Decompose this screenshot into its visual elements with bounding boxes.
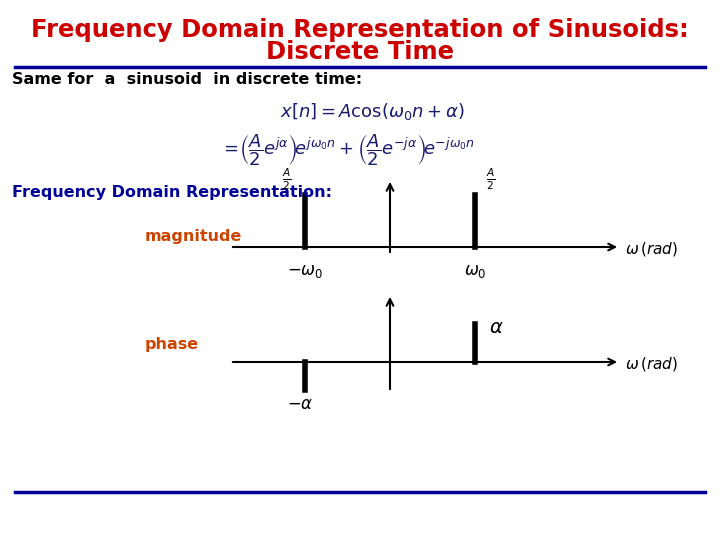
Text: Same for  a  sinusoid  in discrete time:: Same for a sinusoid in discrete time: [12, 72, 362, 87]
Text: $-\omega_0$: $-\omega_0$ [287, 263, 323, 280]
Text: $\frac{A}{2}$: $\frac{A}{2}$ [282, 166, 292, 192]
Text: $\omega\,(rad)$: $\omega\,(rad)$ [625, 355, 678, 373]
Text: Frequency Domain Representation of Sinusoids:: Frequency Domain Representation of Sinus… [31, 18, 689, 42]
Text: $\alpha$: $\alpha$ [489, 319, 503, 337]
Text: $\omega_0$: $\omega_0$ [464, 263, 486, 280]
Text: $\frac{A}{2}$: $\frac{A}{2}$ [486, 166, 496, 192]
Text: $-\alpha$: $-\alpha$ [287, 396, 313, 413]
Text: Frequency Domain Representation:: Frequency Domain Representation: [12, 185, 332, 199]
Text: $=\!\left(\dfrac{A}{2}e^{j\alpha}\right)\!e^{j\omega_0 n}+\left(\dfrac{A}{2}e^{-: $=\!\left(\dfrac{A}{2}e^{j\alpha}\right)… [220, 132, 474, 168]
Text: $x[n] = A\cos(\omega_0 n+\alpha)$: $x[n] = A\cos(\omega_0 n+\alpha)$ [280, 102, 464, 123]
Text: $\omega\,(rad)$: $\omega\,(rad)$ [625, 240, 678, 258]
Text: magnitude: magnitude [145, 230, 243, 245]
Text: phase: phase [145, 336, 199, 352]
Text: Discrete Time: Discrete Time [266, 40, 454, 64]
